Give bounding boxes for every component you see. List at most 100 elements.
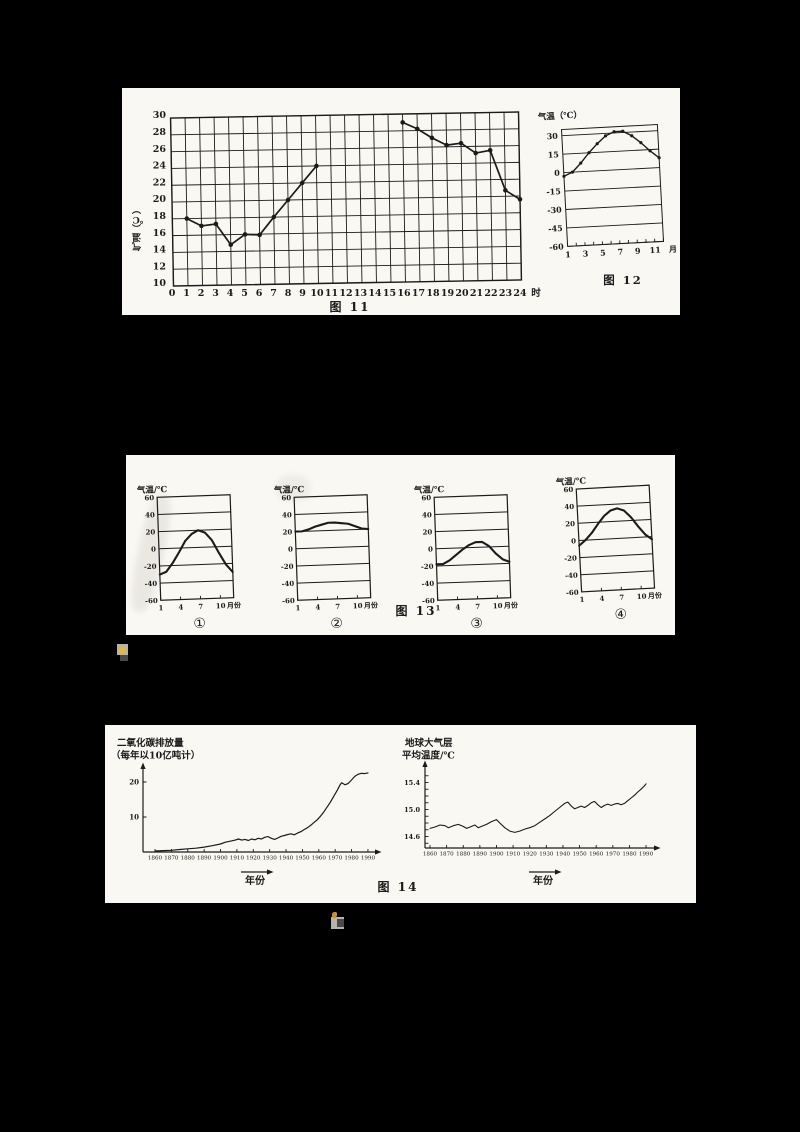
scan-artifact-sticker-bottom xyxy=(329,911,347,931)
svg-text:1880: 1880 xyxy=(456,852,471,858)
svg-text:22: 22 xyxy=(153,177,166,188)
svg-text:气温/℃: 气温/℃ xyxy=(273,484,305,496)
svg-text:0: 0 xyxy=(571,536,576,545)
svg-text:气温/℃: 气温/℃ xyxy=(136,484,168,496)
svg-text:气温/℃: 气温/℃ xyxy=(413,484,445,496)
artifact-yellow-dot xyxy=(119,647,126,654)
svg-text:20: 20 xyxy=(282,527,292,536)
svg-text:4: 4 xyxy=(227,288,234,299)
svg-text:-60: -60 xyxy=(422,596,435,605)
svg-text:14: 14 xyxy=(368,288,382,299)
svg-text:9: 9 xyxy=(299,288,306,299)
svg-text:1970: 1970 xyxy=(328,856,343,862)
svg-text:0: 0 xyxy=(288,544,293,553)
svg-text:月份: 月份 xyxy=(363,600,379,610)
svg-text:-40: -40 xyxy=(144,579,157,588)
svg-text:7: 7 xyxy=(270,288,277,299)
svg-text:-20: -20 xyxy=(421,562,434,571)
svg-text:1980: 1980 xyxy=(622,852,637,858)
svg-text:-40: -40 xyxy=(281,579,294,588)
svg-text:4: 4 xyxy=(599,594,604,603)
svg-text:月份: 月份 xyxy=(503,600,519,610)
svg-text:10: 10 xyxy=(353,601,363,610)
svg-text:④: ④ xyxy=(614,607,627,624)
svg-text:0: 0 xyxy=(428,544,433,553)
svg-text:7: 7 xyxy=(335,602,340,611)
fig12-caption: 图 12 xyxy=(603,273,643,287)
fig11-y-axis-label: 气温（℃） xyxy=(133,205,143,251)
svg-text:1940: 1940 xyxy=(556,852,571,858)
svg-text:3: 3 xyxy=(582,248,589,258)
svg-text:1980: 1980 xyxy=(344,856,359,862)
svg-text:4: 4 xyxy=(455,602,460,611)
svg-text:7: 7 xyxy=(198,602,203,611)
svg-text:1890: 1890 xyxy=(197,856,212,862)
fig12-plot-area: 气温（℃） 30 15 0 -15 -30 -45 -601 3 5 7 9 11 月 xyxy=(537,109,678,259)
svg-text:20: 20 xyxy=(422,527,432,536)
svg-text:1860: 1860 xyxy=(148,856,163,862)
svg-text:-40: -40 xyxy=(565,570,578,580)
svg-text:1870: 1870 xyxy=(164,856,179,862)
svg-text:19: 19 xyxy=(441,288,455,299)
artifact-dark-patch xyxy=(337,919,344,927)
svg-text:月: 月 xyxy=(668,244,678,254)
svg-text:12: 12 xyxy=(153,261,166,272)
svg-text:40: 40 xyxy=(282,510,292,519)
svg-text:20: 20 xyxy=(565,519,575,529)
svg-text:地球大气层: 地球大气层 xyxy=(405,737,453,749)
fig14-co2-chart: 二氧化碳排放量（每年以10亿吨计） 20 10 1860 1870 1880 1890 190… xyxy=(111,737,382,887)
svg-text:年份: 年份 xyxy=(245,874,266,887)
fig11-caption: 图 11 xyxy=(329,300,371,314)
svg-text:15: 15 xyxy=(547,149,559,160)
svg-text:28: 28 xyxy=(153,127,167,138)
fig13-caption: 图 13 xyxy=(395,604,437,618)
svg-text:月份: 月份 xyxy=(226,600,242,610)
svg-text:18: 18 xyxy=(426,288,440,299)
svg-text:1950: 1950 xyxy=(572,852,587,858)
svg-text:15.4: 15.4 xyxy=(404,779,420,787)
svg-text:11: 11 xyxy=(325,288,338,299)
fig12-monthly-temperature-chart: 气温（℃） 30 15 0 -15 -30 -45 -601 3 5 7 9 11 月 xyxy=(537,109,678,259)
svg-text:1: 1 xyxy=(158,603,163,612)
svg-text:1: 1 xyxy=(579,595,584,604)
svg-text:-20: -20 xyxy=(564,553,577,563)
svg-text:20: 20 xyxy=(145,527,155,536)
svg-text:17: 17 xyxy=(412,288,425,299)
svg-text:0: 0 xyxy=(151,544,156,553)
svg-text:时: 时 xyxy=(531,287,541,299)
svg-text:20: 20 xyxy=(153,194,167,205)
fig13-subchart-4: 气温/℃60 40 20 0 -20 -40 -601 4 7 10 月份 ④ xyxy=(555,475,664,624)
svg-text:4: 4 xyxy=(315,602,320,611)
svg-text:气温/℃: 气温/℃ xyxy=(555,475,587,488)
svg-text:20: 20 xyxy=(455,288,469,299)
svg-text:18: 18 xyxy=(153,211,167,222)
svg-text:3: 3 xyxy=(212,288,219,299)
svg-text:24: 24 xyxy=(513,288,527,299)
svg-text:1880: 1880 xyxy=(181,856,196,862)
svg-text:二氧化碳排放量: 二氧化碳排放量 xyxy=(117,737,184,749)
svg-text:1970: 1970 xyxy=(606,852,621,858)
svg-text:21: 21 xyxy=(470,288,483,299)
svg-text:1990: 1990 xyxy=(361,856,376,862)
svg-text:10: 10 xyxy=(153,278,167,289)
svg-text:24: 24 xyxy=(153,161,167,172)
svg-text:22: 22 xyxy=(484,288,497,299)
svg-text:1920: 1920 xyxy=(523,852,538,858)
scan-artifact-sticker-top xyxy=(117,644,131,662)
svg-text:5: 5 xyxy=(600,247,606,257)
svg-text:10: 10 xyxy=(310,288,324,299)
svg-text:7: 7 xyxy=(617,247,623,257)
svg-text:-20: -20 xyxy=(144,562,157,571)
svg-text:0: 0 xyxy=(169,288,176,299)
svg-text:30: 30 xyxy=(153,110,167,121)
svg-text:13: 13 xyxy=(354,288,367,299)
fig13-subchart-3: 气温/℃60 40 20 0 -20 -40 -601 4 7 10 月份 ③ xyxy=(413,484,519,632)
svg-text:平均温度/℃: 平均温度/℃ xyxy=(402,750,455,762)
svg-text:（每年以10亿吨计）: （每年以10亿吨计） xyxy=(111,750,200,762)
